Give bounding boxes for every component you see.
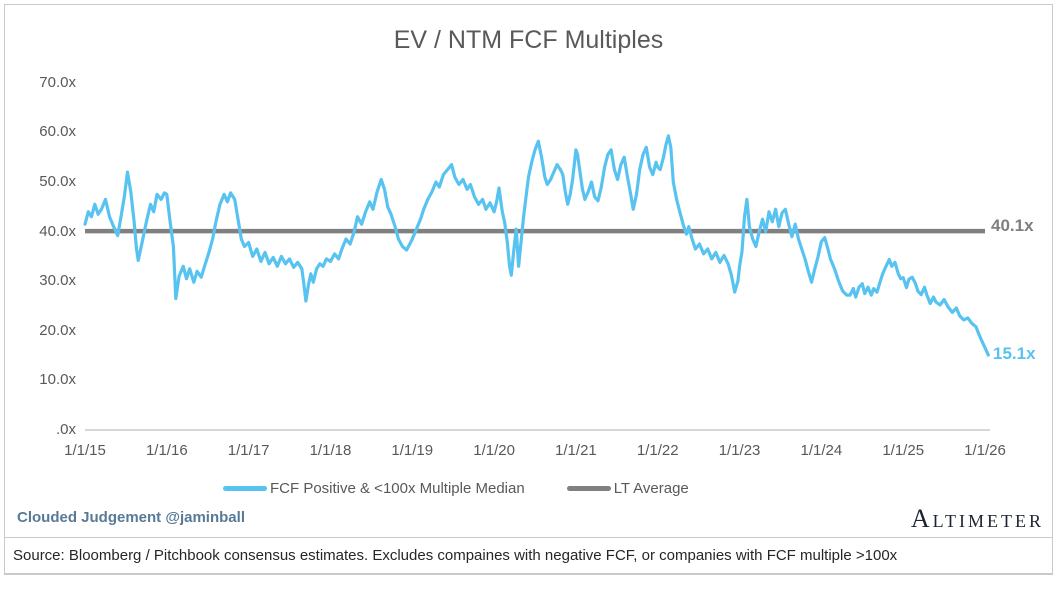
x-tick-label: 1/1/21 (555, 442, 597, 459)
y-tick-label: 50.0x (39, 173, 76, 190)
last-value-label: 15.1x (993, 344, 1036, 363)
x-tick-label: 1/1/23 (718, 442, 761, 459)
source-box: Source: Bloomberg / Pitchbook consensus … (4, 537, 1053, 574)
credit-text: Clouded Judgement @jaminball (17, 509, 245, 526)
x-tick-label: 1/1/20 (473, 442, 515, 459)
legend-line-marker (566, 486, 611, 491)
legend-item: LT Average (566, 480, 689, 497)
y-tick-label: 40.0x (39, 222, 76, 240)
x-tick-label: 1/1/16 (145, 442, 188, 459)
x-tick-label: 1/1/22 (636, 442, 679, 459)
x-tick-label: 1/1/15 (64, 442, 106, 459)
legend-item: FCF Positive & <100x Multiple Median (223, 480, 525, 497)
chart-title: EV / NTM FCF Multiples (393, 26, 664, 54)
source-text: Source: Bloomberg / Pitchbook consensus … (13, 547, 898, 564)
x-tick-label: 1/1/19 (391, 442, 434, 459)
y-tick-label: 70.0x (39, 73, 76, 91)
x-tick-label: 1/1/26 (964, 442, 1006, 459)
y-tick-label: 10.0x (39, 371, 76, 389)
legend-label: FCF Positive & <100x Multiple Median (270, 480, 525, 497)
x-tick-label: 1/1/17 (227, 442, 270, 459)
legend-label: LT Average (613, 480, 689, 497)
legend-line-marker (223, 486, 267, 491)
altimeter-logo: Altimeter (910, 504, 1044, 533)
legend: FCF Positive & <100x Multiple Median LT A… (223, 480, 689, 497)
x-tick-label: 1/1/18 (309, 442, 352, 459)
plot-area (83, 134, 990, 431)
y-tick-label: 60.0x (39, 123, 76, 141)
x-tick-label: 1/1/25 (882, 442, 925, 459)
chart-border (4, 4, 1053, 575)
fcf-median-line (83, 134, 990, 357)
lt-average-value-label: 40.1x (991, 216, 1034, 235)
y-tick-label: .0x (55, 421, 76, 438)
x-tick-label: 1/1/24 (800, 442, 843, 459)
y-tick-label: 20.0x (39, 321, 76, 339)
y-tick-label: 30.0x (39, 272, 76, 290)
